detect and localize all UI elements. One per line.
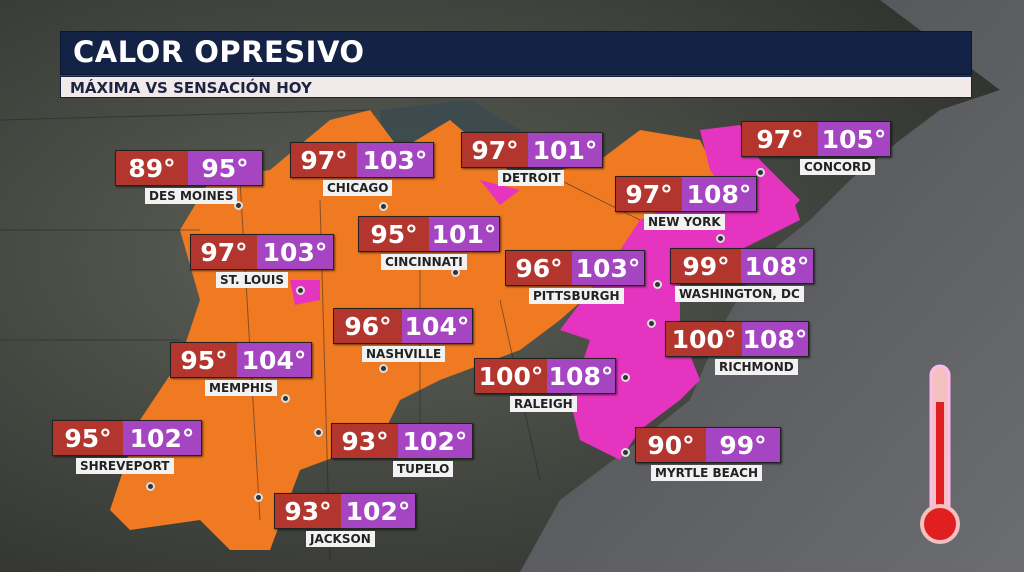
max-temp: 97° xyxy=(616,177,682,211)
max-temp: 100° xyxy=(666,322,742,356)
city-label: DETROIT xyxy=(498,170,565,186)
city-temp-box: 90° 99° xyxy=(635,427,781,463)
city-marker xyxy=(379,202,388,211)
city-marker xyxy=(296,286,305,295)
city-marker xyxy=(254,493,263,502)
heat-index: 104° xyxy=(237,343,311,377)
city-label: MYRTLE BEACH xyxy=(651,465,763,481)
max-temp: 97° xyxy=(742,122,818,156)
thermometer-icon xyxy=(920,364,960,544)
city-marker xyxy=(647,319,656,328)
city-temp-box: 95° 104° xyxy=(170,342,312,378)
heat-index: 102° xyxy=(398,424,472,458)
title: CALOR OPRESIVO xyxy=(73,35,365,69)
heat-index: 103° xyxy=(257,235,333,269)
city-temp-box: 93° 102° xyxy=(274,493,416,529)
city-temp-box: 93° 102° xyxy=(331,423,473,459)
city-marker xyxy=(621,448,630,457)
max-temp: 93° xyxy=(332,424,398,458)
heat-index: 99° xyxy=(706,428,780,462)
city-temp-box: 95° 102° xyxy=(52,420,202,456)
city-label: ST. LOUIS xyxy=(216,272,289,288)
excessive-heat-region xyxy=(560,170,800,460)
max-temp: 96° xyxy=(334,309,402,343)
max-temp: 97° xyxy=(462,133,528,167)
subtitle: MÁXIMA VS SENSACIÓN HOY xyxy=(70,79,312,97)
city-temp-box: 100° 108° xyxy=(474,358,616,394)
city-temp-box: 97° 103° xyxy=(190,234,334,270)
city-marker xyxy=(379,364,388,373)
city-marker xyxy=(146,482,155,491)
city-marker xyxy=(314,428,323,437)
max-temp: 97° xyxy=(291,143,357,177)
max-temp: 93° xyxy=(275,494,341,528)
max-temp: 97° xyxy=(191,235,257,269)
heat-index: 102° xyxy=(341,494,415,528)
city-temp-box: 97° 103° xyxy=(290,142,434,178)
max-temp: 95° xyxy=(359,217,429,251)
city-label: CHICAGO xyxy=(323,180,393,196)
city-label: SHREVEPORT xyxy=(76,458,174,474)
max-temp: 95° xyxy=(171,343,237,377)
heat-index: 103° xyxy=(357,143,433,177)
city-temp-box: 97° 108° xyxy=(615,176,757,212)
city-label: RICHMOND xyxy=(715,359,798,375)
heat-index: 101° xyxy=(429,217,499,251)
max-temp: 90° xyxy=(636,428,706,462)
heat-index: 102° xyxy=(123,421,201,455)
city-marker xyxy=(756,168,765,177)
city-label: JACKSON xyxy=(306,531,375,547)
subtitle-bar: MÁXIMA VS SENSACIÓN HOY xyxy=(60,76,972,98)
city-label: MEMPHIS xyxy=(205,380,278,396)
city-marker xyxy=(234,201,243,210)
city-label: WASHINGTON, DC xyxy=(675,286,804,302)
city-marker xyxy=(716,234,725,243)
city-marker xyxy=(281,394,290,403)
heat-index: 105° xyxy=(818,122,890,156)
heat-index: 108° xyxy=(742,322,808,356)
city-temp-box: 95° 101° xyxy=(358,216,500,252)
heat-index: 95° xyxy=(188,151,262,185)
city-temp-box: 99° 108° xyxy=(670,248,814,284)
city-label: TUPELO xyxy=(393,461,454,477)
title-bar: CALOR OPRESIVO xyxy=(60,31,972,75)
city-marker xyxy=(621,373,630,382)
city-temp-box: 100° 108° xyxy=(665,321,809,357)
heat-index: 104° xyxy=(402,309,472,343)
max-temp: 89° xyxy=(116,151,188,185)
city-label: NEW YORK xyxy=(644,214,725,230)
heat-index: 103° xyxy=(572,251,644,285)
city-label: NASHVILLE xyxy=(362,346,446,362)
city-temp-box: 97° 101° xyxy=(461,132,603,168)
heat-index: 108° xyxy=(741,249,813,283)
city-label: CINCINNATI xyxy=(381,254,467,270)
city-marker xyxy=(653,280,662,289)
max-temp: 96° xyxy=(506,251,572,285)
max-temp: 95° xyxy=(53,421,123,455)
heat-index: 108° xyxy=(547,359,615,393)
city-temp-box: 89° 95° xyxy=(115,150,263,186)
city-label: CONCORD xyxy=(800,159,876,175)
city-label: PITTSBURGH xyxy=(529,288,624,304)
max-temp: 99° xyxy=(671,249,741,283)
city-temp-box: 96° 104° xyxy=(333,308,473,344)
max-temp: 100° xyxy=(475,359,547,393)
city-temp-box: 97° 105° xyxy=(741,121,891,157)
city-label: DES MOINES xyxy=(145,188,238,204)
city-temp-box: 96° 103° xyxy=(505,250,645,286)
heat-index: 108° xyxy=(682,177,756,211)
heat-index: 101° xyxy=(528,133,602,167)
city-label: RALEIGH xyxy=(510,396,577,412)
